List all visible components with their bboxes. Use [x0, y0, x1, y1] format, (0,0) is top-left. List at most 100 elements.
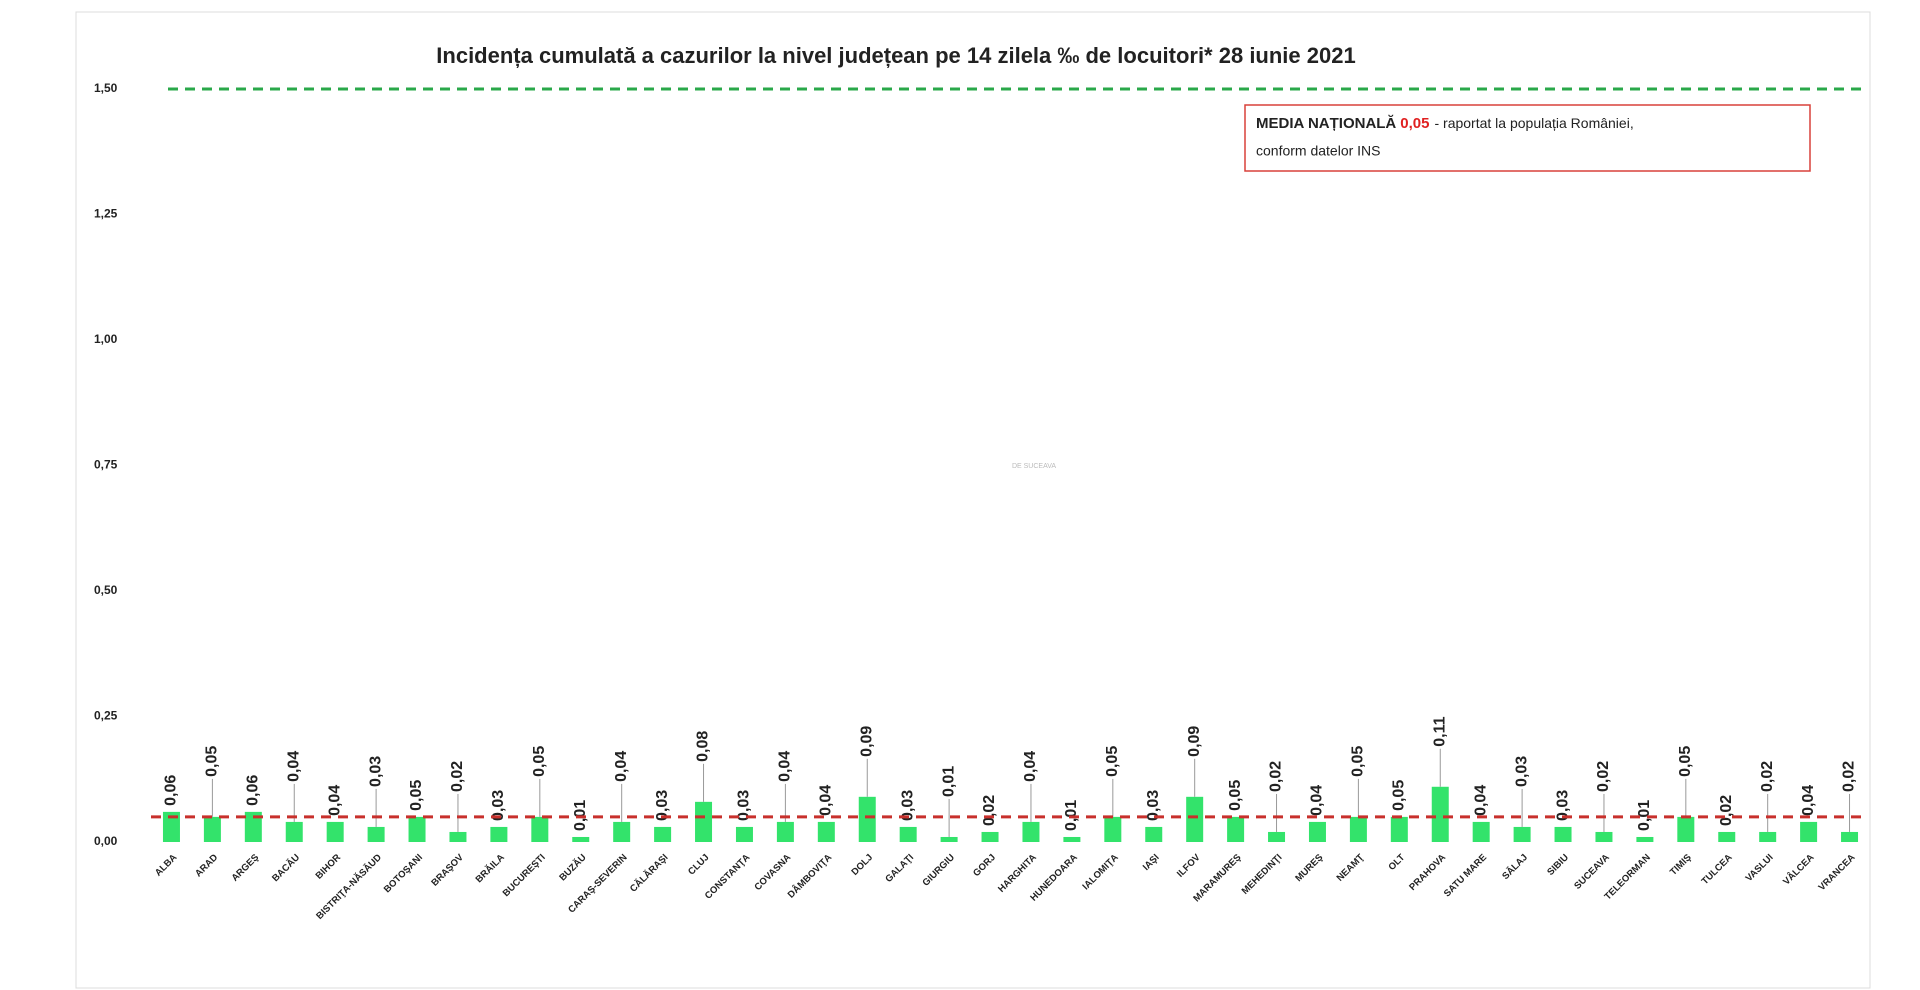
value-label: 0,01	[1636, 800, 1653, 831]
value-label: 0,04	[613, 751, 630, 782]
bar	[1145, 826, 1163, 842]
value-label: 0,03	[1145, 790, 1162, 821]
bar	[1186, 796, 1204, 842]
value-label: 0,03	[1513, 756, 1530, 787]
y-tick-label: 1,50	[94, 81, 118, 95]
bar	[1718, 831, 1736, 842]
bar	[940, 836, 958, 842]
value-label: 0,05	[1391, 780, 1408, 811]
bar	[162, 811, 180, 842]
value-label: 0,04	[1800, 785, 1817, 816]
value-label: 0,03	[1554, 790, 1571, 821]
annotation-value: 0,05	[1400, 115, 1429, 132]
bar	[449, 831, 467, 842]
value-label: 0,01	[1063, 800, 1080, 831]
bar	[899, 826, 917, 842]
bar	[1349, 816, 1367, 842]
value-label: 0,04	[1309, 785, 1326, 816]
value-label: 0,04	[326, 785, 343, 816]
bar	[203, 816, 221, 842]
bar	[1431, 786, 1449, 842]
annotation-text: conform datelor INS	[1256, 143, 1381, 159]
bar	[1841, 831, 1859, 842]
value-label: 0,01	[940, 766, 957, 797]
value-label: 0,04	[1472, 785, 1489, 816]
value-label: 0,05	[204, 746, 221, 777]
bar	[1513, 826, 1531, 842]
y-tick-label: 0,75	[94, 458, 118, 472]
bar	[735, 826, 753, 842]
chart-title: Incidența cumulată a cazurilor la nivel …	[436, 43, 1355, 68]
bar	[1390, 816, 1408, 842]
value-label: 0,05	[1227, 780, 1244, 811]
bar	[1554, 826, 1572, 842]
bar	[1636, 836, 1654, 842]
value-label: 0,02	[1841, 761, 1858, 792]
annotation: MEDIA NAȚIONALĂ 0,05 - raportat la populaț…	[1256, 115, 1634, 132]
bar	[367, 826, 385, 842]
bar	[1800, 821, 1818, 842]
y-tick-label: 0,25	[94, 709, 118, 723]
bar	[1677, 816, 1695, 842]
value-label: 0,03	[736, 790, 753, 821]
value-label: 0,06	[245, 775, 262, 806]
value-label: 0,06	[163, 775, 180, 806]
value-label: 0,02	[449, 761, 466, 792]
value-label: 0,03	[490, 790, 507, 821]
bar	[695, 801, 713, 842]
annotation-label: MEDIA NAȚIONALĂ	[1256, 115, 1396, 132]
value-label: 0,04	[1022, 751, 1039, 782]
value-label: 0,04	[285, 751, 302, 782]
bar	[285, 821, 303, 842]
bar	[654, 826, 672, 842]
bar	[1268, 831, 1286, 842]
value-label: 0,02	[1595, 761, 1612, 792]
y-tick-label: 1,25	[94, 207, 118, 221]
value-label: 0,01	[572, 800, 589, 831]
bar	[490, 826, 508, 842]
value-label: 0,11	[1431, 716, 1448, 746]
bar	[408, 816, 426, 842]
value-label: 0,04	[777, 751, 794, 782]
bar	[1472, 821, 1490, 842]
value-label: 0,04	[818, 785, 835, 816]
bar	[1022, 821, 1040, 842]
value-label: 0,03	[654, 790, 671, 821]
value-label: 0,02	[1718, 795, 1735, 826]
bar	[1104, 816, 1122, 842]
value-label: 0,05	[1350, 746, 1367, 777]
value-label: 0,08	[695, 731, 712, 762]
bar	[1227, 816, 1245, 842]
value-label: 0,03	[367, 756, 384, 787]
value-label: 0,05	[1677, 746, 1694, 777]
bar	[817, 821, 835, 842]
bar	[531, 816, 549, 842]
value-label: 0,05	[531, 746, 548, 777]
value-label: 0,05	[1104, 746, 1121, 777]
bar	[981, 831, 999, 842]
y-tick-label: 0,00	[94, 834, 118, 848]
bar	[326, 821, 344, 842]
bar	[1063, 836, 1081, 842]
bar	[776, 821, 794, 842]
y-tick-label: 1,00	[94, 332, 118, 346]
bar	[244, 811, 262, 842]
value-label: 0,05	[408, 780, 425, 811]
annotation-text: - raportat la populația României,	[1434, 115, 1633, 131]
chart-frame	[75, 11, 1871, 989]
watermark: DE SUCEAVA	[1012, 463, 1056, 470]
y-tick-label: 0,50	[94, 583, 118, 597]
value-label: 0,09	[858, 726, 875, 757]
value-label: 0,02	[981, 795, 998, 826]
value-label: 0,03	[899, 790, 916, 821]
value-label: 0,09	[1186, 726, 1203, 757]
bar	[858, 796, 876, 842]
annotation-box	[1244, 104, 1811, 172]
bar	[613, 821, 631, 842]
value-label: 0,02	[1268, 761, 1285, 792]
bar	[1759, 831, 1777, 842]
bar	[572, 836, 590, 842]
value-label: 0,02	[1759, 761, 1776, 792]
